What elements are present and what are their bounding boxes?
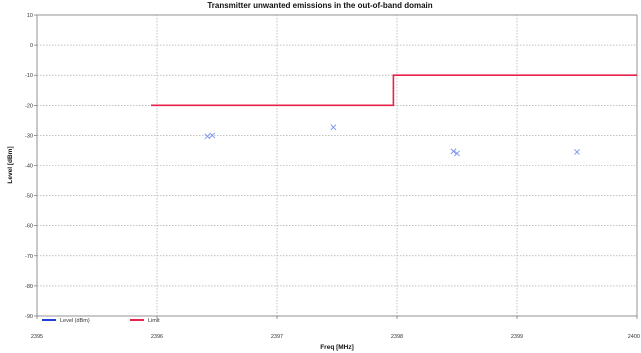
data-point-stroke bbox=[330, 124, 337, 131]
data-point-stroke bbox=[574, 149, 580, 155]
data-point bbox=[330, 124, 337, 131]
data-point bbox=[450, 148, 457, 155]
y-tick-label: 10 bbox=[27, 13, 33, 19]
y-tick-label: -10 bbox=[25, 73, 33, 79]
data-point-stroke bbox=[209, 132, 216, 139]
y-tick-label: -60 bbox=[25, 224, 33, 230]
x-tick-label: 2395 bbox=[31, 334, 43, 340]
limit-line bbox=[151, 74, 637, 107]
x-tick-label: 2399 bbox=[511, 334, 523, 340]
x-tick-label: 2400 bbox=[628, 334, 640, 340]
y-tick-label: -30 bbox=[25, 133, 33, 139]
x-tick-labels: 2395 2396 2397 2398 2399 2400 bbox=[31, 334, 640, 340]
y-tick-label: -70 bbox=[25, 254, 33, 260]
series bbox=[151, 74, 637, 157]
y-axis-label: Level [dBm] bbox=[7, 146, 14, 183]
x-tick-label: 2397 bbox=[271, 334, 283, 340]
x-tick-label: 2398 bbox=[391, 334, 403, 340]
y-tick-label: -40 bbox=[25, 164, 33, 170]
data-point-stroke bbox=[454, 150, 460, 157]
data-point bbox=[209, 132, 216, 139]
y-tick-label: -20 bbox=[25, 103, 33, 109]
legend: Level (dBm) Limit bbox=[42, 318, 160, 324]
data-point-stroke bbox=[450, 148, 457, 155]
y-tick-labels: 10 0 -10 -20 -30 -40 -50 -60 -70 -80 -90 bbox=[25, 13, 33, 320]
chart-title: Transmitter unwanted emissions in the ou… bbox=[207, 1, 432, 10]
data-point-stroke bbox=[204, 133, 211, 140]
data-point bbox=[574, 149, 580, 155]
data-point bbox=[454, 150, 460, 157]
legend-label-limit: Limit bbox=[148, 318, 160, 324]
x-axis-label: Freq [MHz] bbox=[320, 344, 354, 351]
y-tick-label: -90 bbox=[25, 314, 33, 320]
x-tick-label: 2396 bbox=[151, 334, 163, 340]
y-tick-label: 0 bbox=[30, 43, 33, 49]
legend-label-level: Level (dBm) bbox=[60, 318, 90, 324]
y-tick-label: -80 bbox=[25, 284, 33, 290]
y-tick-label: -50 bbox=[25, 194, 33, 200]
data-point bbox=[204, 133, 211, 140]
